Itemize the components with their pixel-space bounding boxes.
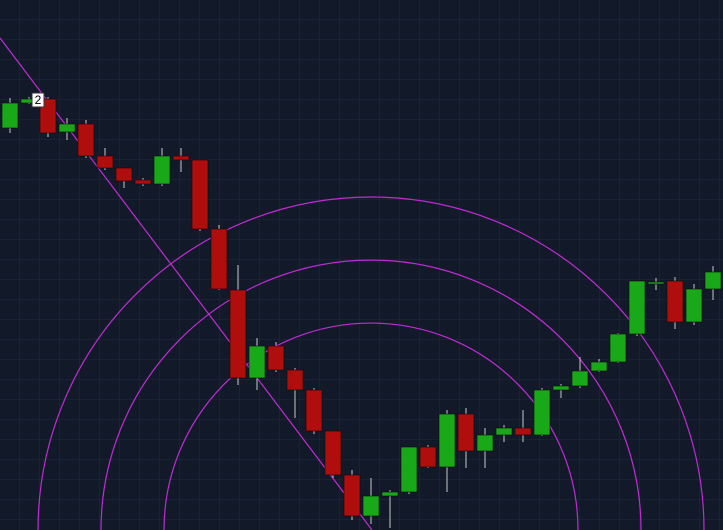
candle-body [267,345,285,371]
candle-body [229,289,247,379]
drawings [0,37,705,530]
candle-body [609,333,627,363]
candle-body [324,430,342,476]
candle-body [533,389,551,436]
candle-body [552,385,570,391]
candle-body [248,345,266,379]
candle-body [134,179,152,185]
arc [163,322,579,530]
candle-body [343,474,361,517]
candle-body [704,271,722,290]
arc [100,259,642,530]
candle-body [1,102,19,129]
annotation: 2 [35,93,42,107]
candle-body [96,155,114,169]
candle-body [495,427,513,436]
candle-body [381,491,399,497]
candle-body [153,155,171,185]
candle-body [476,434,494,452]
candle-body [571,370,589,387]
candle-body [286,369,304,391]
candle-body [419,446,437,468]
candle-body [438,413,456,468]
candle-body [305,389,323,432]
candle-body [191,159,209,230]
candle-body [172,155,190,161]
candle-body [685,288,703,323]
candle-body [77,123,95,157]
trend-line [0,37,373,530]
candle-body [590,361,608,372]
candle-body [115,167,133,182]
candle-body [457,413,475,452]
candle-body [362,495,380,517]
arc [37,196,705,530]
annotation-box [31,92,45,108]
candle-body [628,280,646,335]
candle-body [400,446,418,493]
candle-body [514,427,532,436]
candle-body [666,280,684,323]
candle-body [647,281,665,285]
candle-body [210,228,228,290]
candle-body [58,123,76,133]
